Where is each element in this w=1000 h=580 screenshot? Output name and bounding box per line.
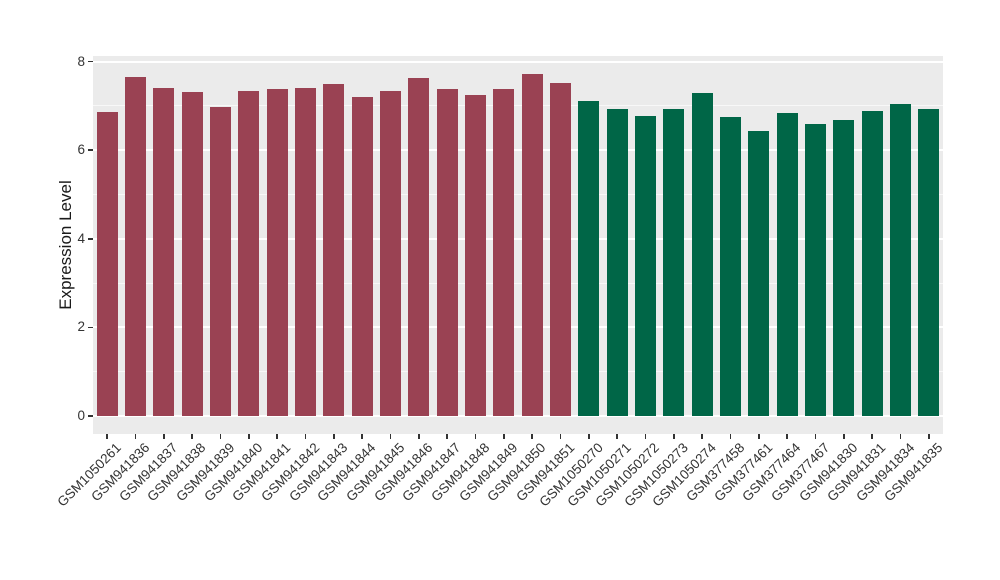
bar [210,106,231,416]
bar [408,77,430,416]
y-tick-label: 2 [77,319,85,335]
bar [748,131,770,416]
bar [805,123,826,416]
gridline-major [93,415,943,417]
x-tick-mark [729,434,732,439]
bar [720,116,741,416]
x-tick-mark [644,434,647,439]
gridline-major [93,237,943,240]
bar [691,92,713,416]
bar [606,109,628,416]
y-tick-label: 4 [77,230,85,246]
x-tick-mark [616,434,618,439]
y-tick-mark [88,60,93,63]
bar [493,89,515,416]
gridline-major [93,149,943,152]
gridline-major [93,326,943,329]
x-tick-mark [248,434,250,439]
bar [96,111,118,416]
gridline-major [93,60,943,63]
bar [890,104,911,416]
x-tick-mark [503,434,505,439]
gridline-minor [93,105,943,107]
y-tick-mark [88,326,93,329]
x-tick-mark [899,434,902,439]
bar [125,76,146,416]
x-tick-mark [304,434,307,439]
x-tick-mark [531,434,533,439]
bar [663,109,685,416]
bar [861,111,883,416]
x-tick-mark [163,434,165,439]
bar [295,88,316,416]
bar [550,83,571,416]
x-tick-mark [559,434,562,439]
bar [380,91,401,416]
bar [436,89,458,416]
x-tick-mark [843,434,845,439]
gridline-minor [93,371,943,373]
x-tick-mark [758,434,760,439]
x-tick-mark [814,434,817,439]
y-tick-label: 6 [77,142,85,158]
bar [918,109,940,416]
x-tick-mark [588,434,590,439]
y-tick-label: 8 [77,53,85,69]
bar [323,83,345,416]
bar [833,120,855,416]
x-tick-mark [928,434,930,439]
y-tick-label: 0 [77,408,85,423]
bar [578,100,600,416]
x-tick-mark [446,434,448,439]
x-tick-mark [474,434,477,439]
x-tick-mark [701,434,703,439]
bar [153,87,175,416]
x-tick-mark [276,434,278,439]
plot-panel [93,56,943,434]
bar [465,95,486,416]
gridline-minor [93,194,943,195]
bar [776,113,798,416]
bar [635,116,656,416]
x-tick-mark [786,434,788,439]
x-tick-mark [361,434,363,439]
x-tick-mark [333,434,335,439]
gridline-minor [93,282,943,284]
bar [521,74,543,416]
bar [181,91,203,416]
x-tick-mark [673,434,675,439]
y-tick-mark [88,238,93,240]
x-tick-mark [106,434,108,439]
x-tick-mark [134,434,137,439]
y-tick-mark [88,415,93,417]
bar [351,97,373,416]
x-tick-mark [418,434,420,439]
bar [266,88,288,416]
x-tick-mark [219,434,222,439]
x-tick-mark [871,434,873,439]
bar [238,90,260,416]
y-tick-mark [88,149,93,151]
x-tick-mark [389,434,392,439]
x-tick-mark [191,434,193,439]
